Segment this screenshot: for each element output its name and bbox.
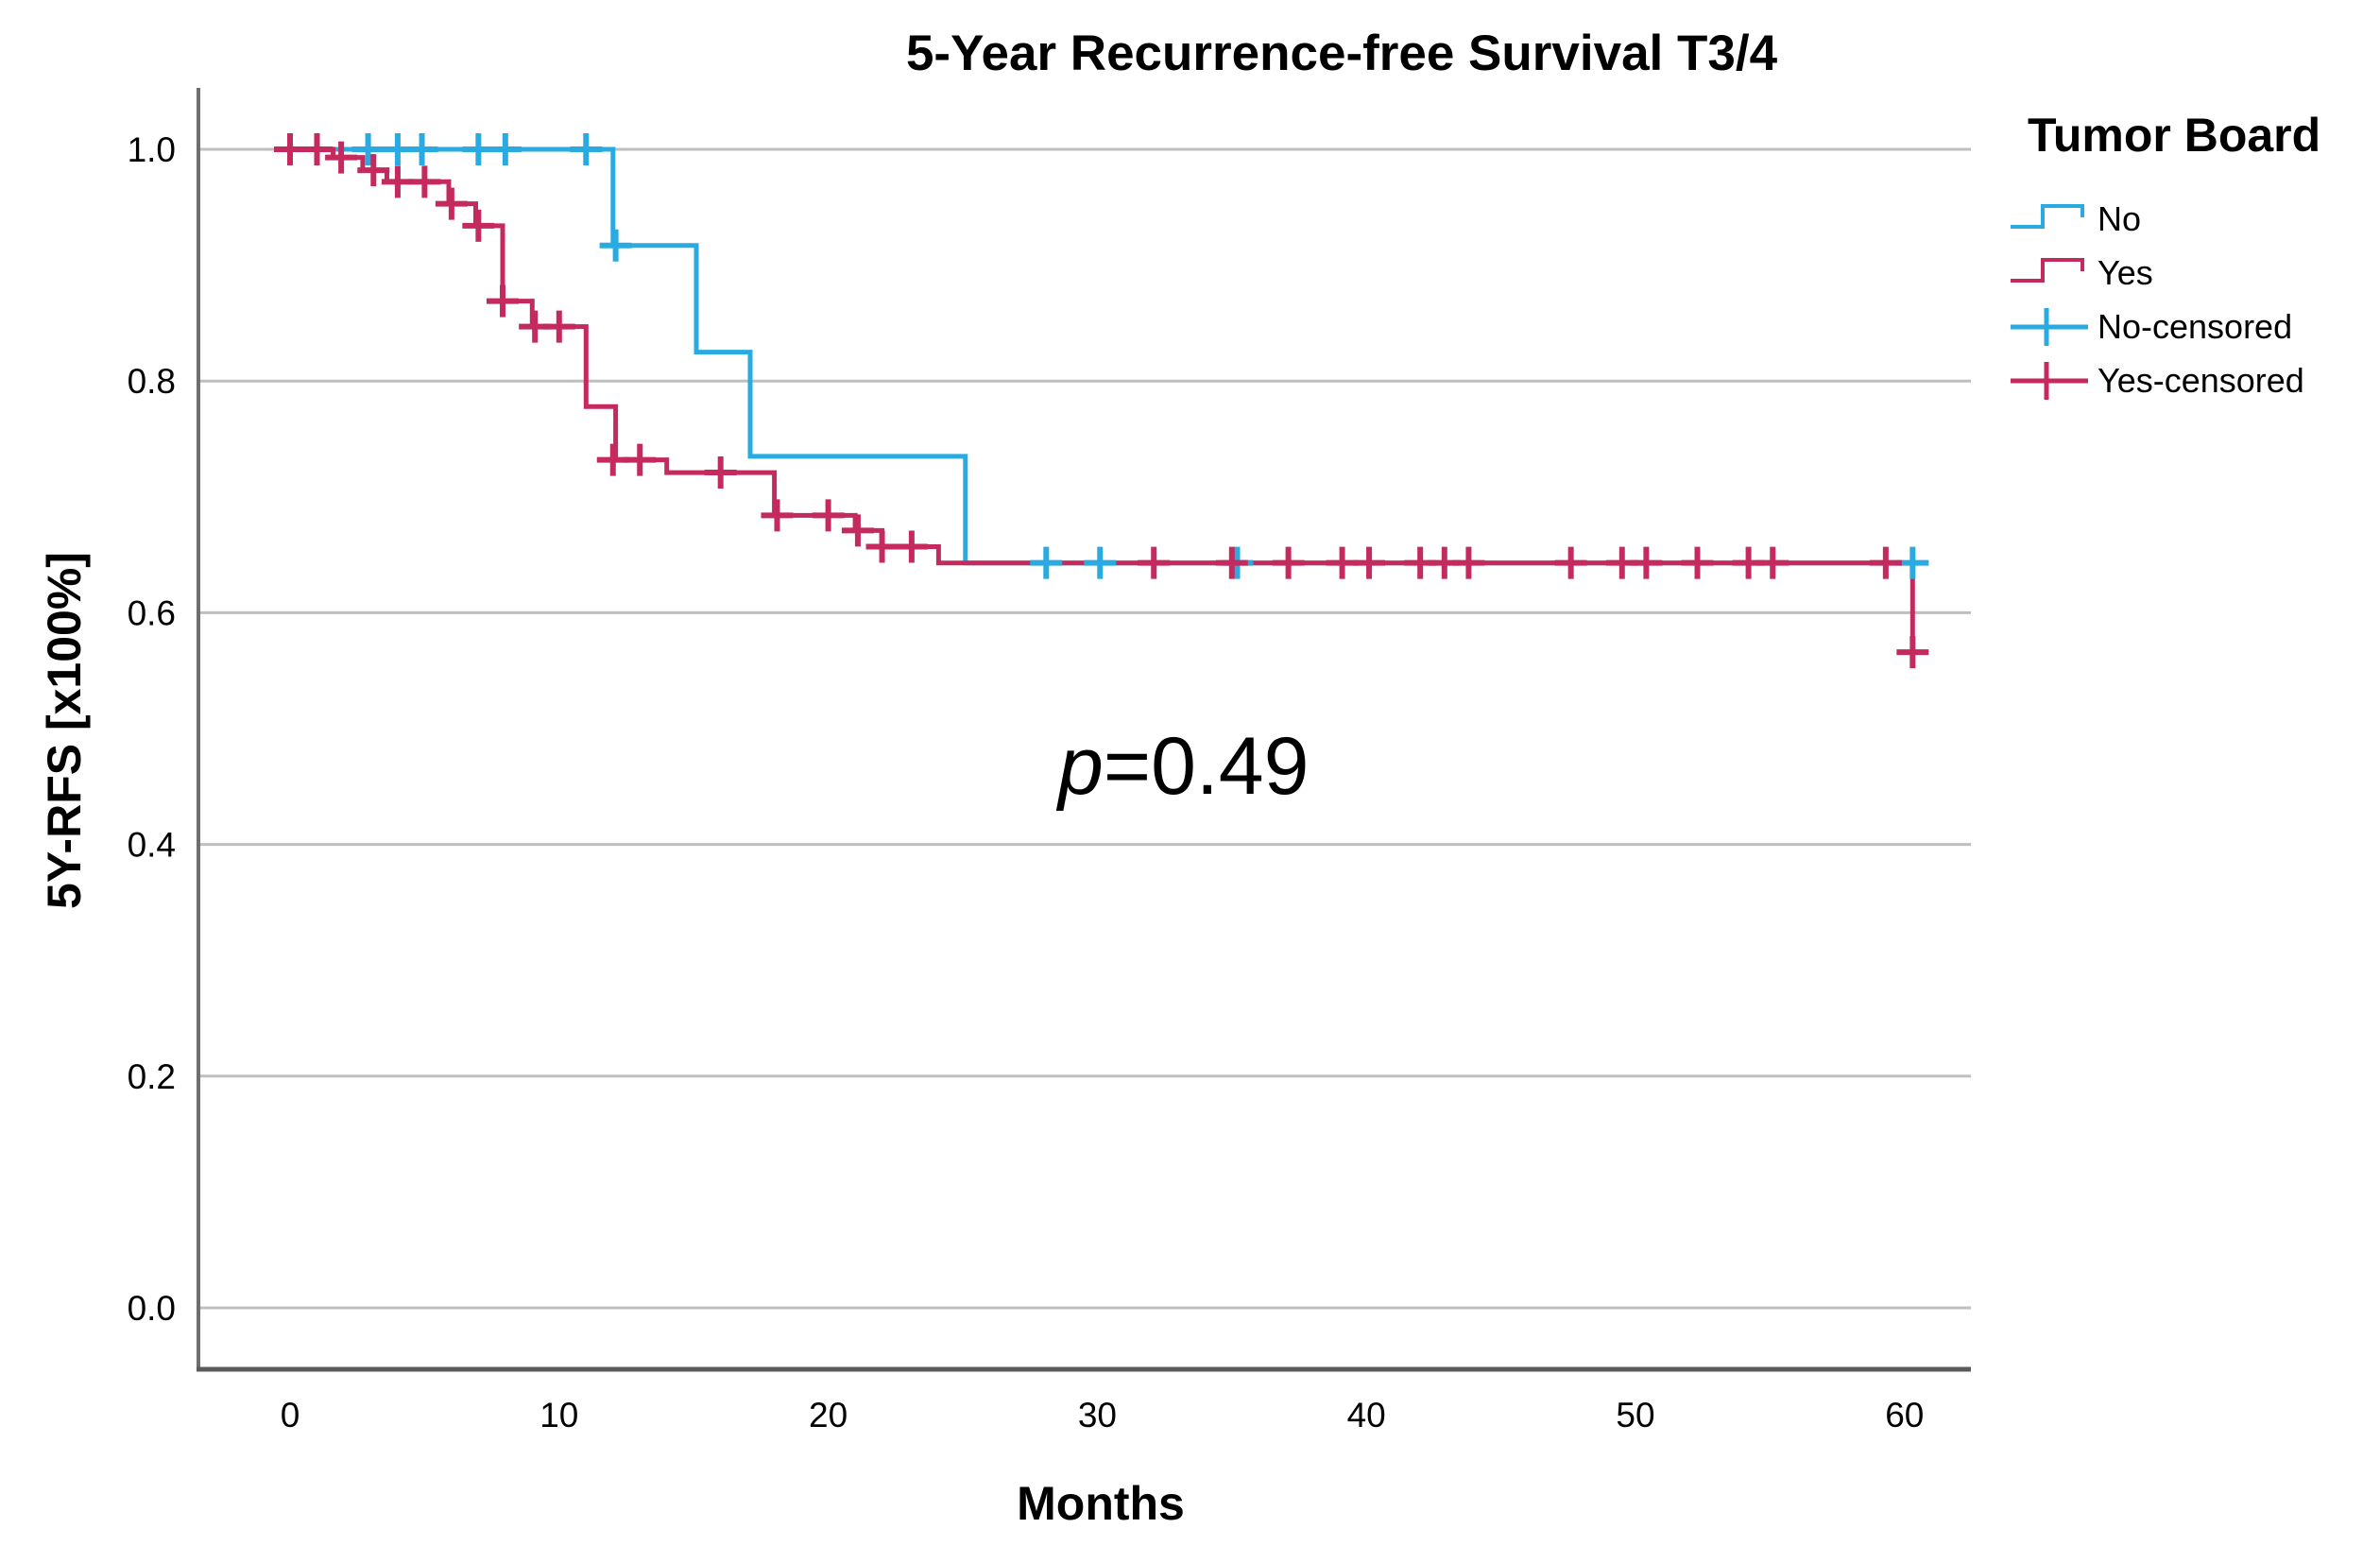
legend-item-no: No [2011,199,2141,238]
censor-yes [435,187,468,220]
p-value-annotation: p=0.49 [1055,721,1309,812]
censor-yes [704,456,737,490]
censor-no [488,133,522,165]
censor-yes [462,209,495,242]
censor-yes [1869,546,1902,579]
x-tick-50: 50 [1616,1396,1654,1434]
censor-yes [895,530,928,563]
censor-yes [542,310,575,343]
x-axis-label: Months [1017,1477,1185,1530]
censor-yes [596,443,629,476]
censor-yes [325,141,358,174]
censor-no [570,133,603,165]
y-tick-0.2: 0.2 [128,1057,176,1096]
p-symbol: p [1055,721,1104,812]
censor-yes [624,443,657,476]
x-tick-labels: 0 10 20 30 40 50 60 [281,1396,1925,1434]
censor-yes [865,530,899,563]
censor-yes [300,133,334,165]
legend-censor-glyph [2011,362,2088,400]
censor-yes [1326,546,1359,579]
legend-item-yes-censored: Yes-censored [2011,361,2304,400]
censor-yes [1272,546,1305,579]
censor-yes [1896,636,1929,669]
y-tick-1.0: 1.0 [128,130,176,169]
censor-yes [1138,546,1171,579]
p-value-text: =0.49 [1104,721,1310,812]
censor-yes [812,499,845,532]
censor-yes [408,165,441,198]
censor-yes [841,514,874,547]
censor-no [462,133,495,165]
axis-spines [197,88,1971,1372]
legend-line-glyph [2011,258,2084,283]
censor-no [1084,546,1117,579]
censor-yes [1215,546,1248,579]
y-tick-0.4: 0.4 [128,826,176,865]
curve-no [290,146,1913,566]
censor-yes [486,284,519,318]
y-tick-0.0: 0.0 [128,1289,176,1328]
censor-no [405,133,438,165]
censor-no [351,133,385,165]
legend-item-label: Yes [2097,253,2153,292]
y-tick-0.8: 0.8 [128,362,176,401]
legend-title: Tumor Board [2028,109,2320,162]
x-tick-0: 0 [281,1396,300,1434]
y-tick-labels: 1.0 0.8 0.6 0.4 0.2 0.0 [128,130,176,1328]
legend-item-label: Yes-censored [2097,361,2304,400]
legend-items: No Yes No-censored Yes-censored [2011,199,2304,400]
censor-yes [1756,546,1789,579]
censor-no [1896,546,1929,579]
censor-marks [274,133,1929,669]
x-tick-40: 40 [1347,1396,1386,1434]
legend: Tumor Board No Yes No-censored Yes-censored [2011,109,2320,400]
gridlines [198,147,1971,1310]
censor-yes [381,165,414,198]
y-tick-0.6: 0.6 [128,593,176,632]
censor-yes [761,499,794,532]
censor-yes [1452,546,1485,579]
censor-no [1030,546,1063,579]
legend-item-no-censored: No-censored [2011,307,2292,346]
x-tick-10: 10 [539,1396,578,1434]
censor-yes [1353,546,1386,579]
censor-no [599,229,632,262]
censor-yes [1681,546,1714,579]
censor-yes [1630,546,1663,579]
legend-item-label: No [2097,199,2141,238]
censor-yes [357,154,390,187]
chart-title: 5-Year Recurrence-free Survival T3/4 [906,26,1778,81]
x-tick-20: 20 [809,1396,848,1434]
censor-yes [1554,546,1587,579]
y-axis-label: 5Y-RFS [x100%] [38,552,91,909]
censor-yes [274,133,306,165]
legend-item-yes: Yes [2011,253,2153,292]
x-tick-60: 60 [1885,1396,1924,1434]
legend-censor-glyph [2011,308,2088,346]
legend-item-label: No-censored [2097,307,2292,346]
x-tick-30: 30 [1078,1396,1117,1434]
legend-line-glyph [2011,204,2084,229]
